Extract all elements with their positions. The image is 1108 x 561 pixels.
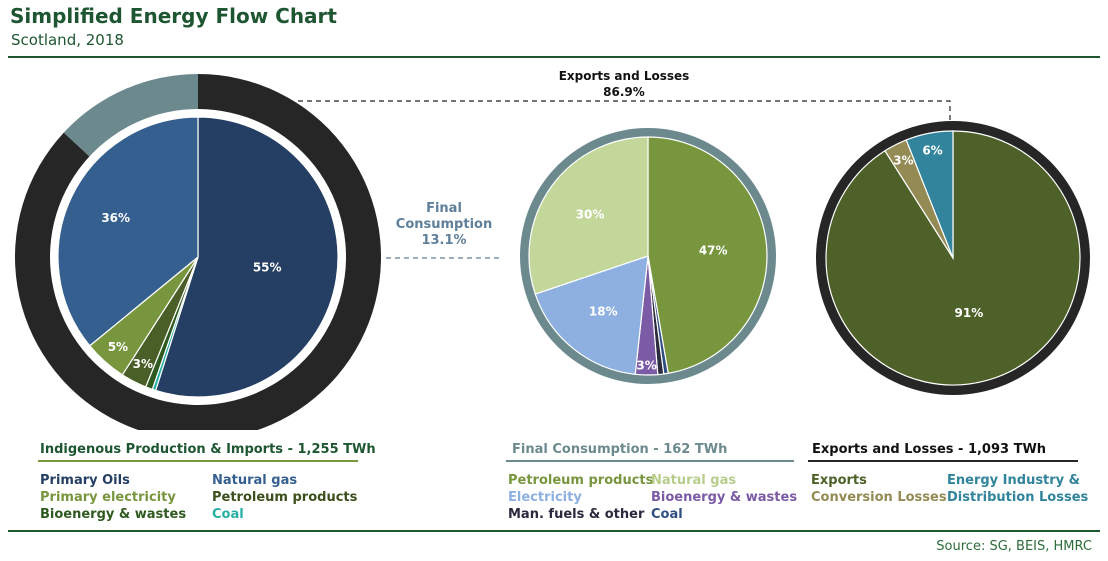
pie-slice-natural-gas	[528, 136, 649, 295]
legend-bioenergy-wastes: Bioenergy & wastes	[40, 507, 187, 522]
pie-label-conversion-losses: 3%	[893, 154, 913, 168]
production-pie: 55% 3% 5% 36%	[15, 74, 381, 430]
legend-final-petroleum: Petroleum products	[508, 473, 654, 488]
final-consumption-pie: 47% 3% 18% 30%	[520, 128, 776, 384]
pie-slice-energy-industry-distribution-losses	[905, 130, 954, 259]
legend-exports: Exports	[811, 473, 867, 488]
exports-losses-pct: 86.9%	[603, 85, 645, 99]
legend-final-bioenergy: Bioenergy & wastes	[651, 490, 798, 505]
legend-distribution-losses: Distribution Losses	[947, 490, 1089, 505]
ring-segment-final-consumption	[63, 74, 199, 157]
pie-slice-natural-gas	[57, 116, 199, 347]
pie-slice-petroleum-products	[647, 136, 768, 374]
pie-label-natural-gas: 30%	[576, 207, 605, 221]
legend-natural-gas: Natural gas	[212, 473, 298, 488]
energy-flow-chart: 55% 3% 5% 36% 47% 3% 18% 30% 91% 3% 6% Exports a…	[15, 69, 1090, 430]
footer-rule	[8, 530, 1100, 532]
pie-label-petroleum-products: 3%	[133, 357, 153, 371]
final-consumption-label-1: Final	[426, 201, 462, 216]
legend-coal: Coal	[212, 507, 244, 522]
legend-primary-oils: Primary Oils	[40, 473, 130, 488]
pie-label-primary-oils: 55%	[253, 261, 282, 275]
legend-final-man-fuels: Man. fuels & other	[508, 507, 645, 522]
legend-petroleum-products: Petroleum products	[212, 490, 358, 505]
pie-slice-electricity	[534, 255, 649, 375]
pie-label-bioenergy-wastes: 3%	[636, 359, 656, 373]
legend-final-coal: Coal	[651, 507, 683, 522]
pie-label-energy-industry-distribution-losses: 6%	[922, 144, 942, 158]
final-heading: Final Consumption - 162 TWh	[512, 442, 728, 457]
page-subtitle: Scotland, 2018	[11, 31, 124, 49]
pie-slice-primary-oils	[154, 116, 339, 398]
pie-label-electricity: 18%	[589, 305, 618, 319]
final-heading-rule	[506, 460, 794, 462]
source-note: Source: SG, BEIS, HMRC	[936, 539, 1092, 554]
legend-final-natural-gas: Natural gas	[651, 473, 737, 488]
exports-heading-rule	[808, 460, 1078, 462]
legend-final-electricity: Electricity	[508, 490, 582, 505]
production-heading-rule	[38, 460, 358, 462]
exports-losses-pie: 91% 3% 6%	[816, 121, 1090, 395]
header-rule	[8, 56, 1100, 58]
legend-conversion-losses: Conversion Losses	[811, 490, 947, 505]
pie-label-natural-gas: 36%	[101, 211, 130, 225]
pie-label-petroleum-products: 47%	[699, 243, 728, 257]
exports-losses-connector	[298, 100, 951, 130]
exports-losses-label: Exports and Losses	[559, 69, 690, 83]
final-consumption-label-2: Consumption	[396, 217, 492, 232]
pie-label-primary-electricity: 5%	[108, 340, 128, 354]
legend-primary-electricity: Primary electricity	[40, 490, 176, 505]
page-title: Simplified Energy Flow Chart	[10, 4, 337, 28]
legend-energy-industry: Energy Industry &	[947, 473, 1081, 488]
production-heading: Indigenous Production & Imports - 1,255 …	[40, 442, 376, 457]
pie-label-exports: 91%	[955, 306, 984, 320]
final-consumption-pct: 13.1%	[421, 233, 466, 248]
exports-heading: Exports and Losses - 1,093 TWh	[812, 442, 1047, 457]
